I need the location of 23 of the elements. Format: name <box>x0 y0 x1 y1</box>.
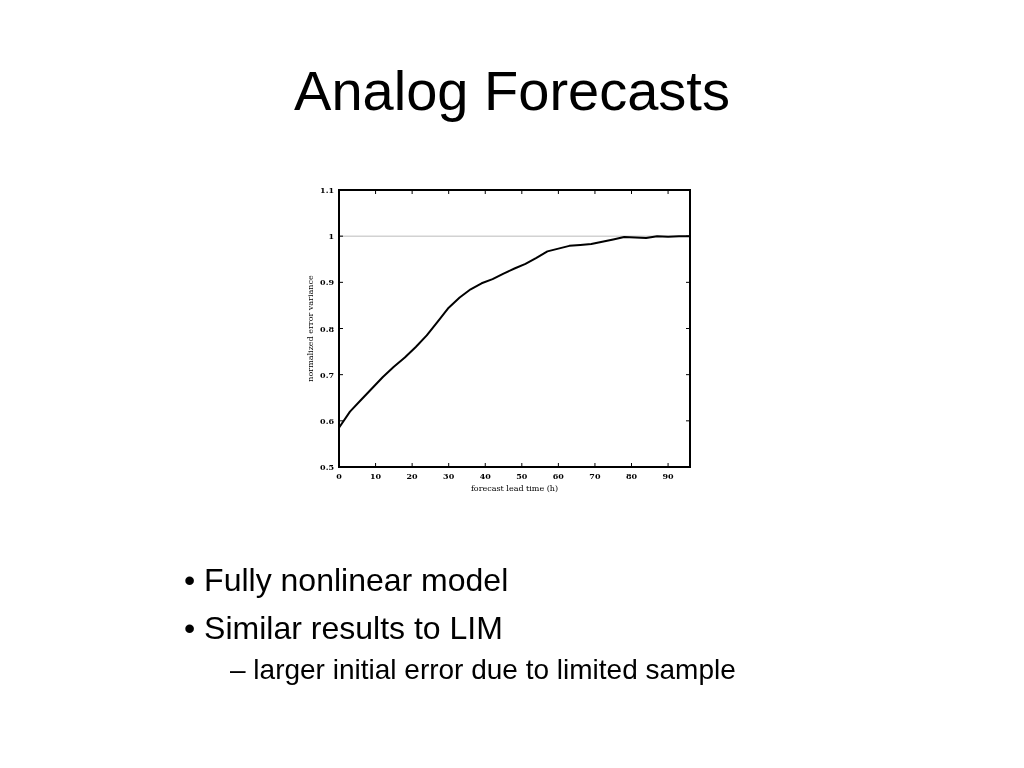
x-tick-label: 80 <box>625 471 638 481</box>
text: • Fully nonlinear model <box>184 562 509 598</box>
y-axis-title: normalized error variance <box>306 275 315 382</box>
chart-title: Analog Forecasts <box>294 59 730 122</box>
x-tick-label: 60 <box>552 471 565 481</box>
y-tick-label: 1.1 <box>320 185 334 195</box>
x-tick-label: 40 <box>479 471 492 481</box>
x-tick-label: 0 <box>336 471 343 481</box>
y-tick-label: 0.7 <box>320 369 334 380</box>
y-tick-label: 0.9 <box>320 277 335 288</box>
x-tick-label: 90 <box>662 471 675 481</box>
y-tick-label: 1 <box>328 231 334 242</box>
y-tick-label: 0.8 <box>320 323 335 334</box>
y-tick-label: 0.5 <box>320 462 334 472</box>
x-tick-label: 20 <box>406 471 419 481</box>
x-tick-label: 70 <box>589 471 601 481</box>
x-tick-label: 10 <box>369 471 382 481</box>
x-axis-title: forecast lead time (h) <box>470 484 559 493</box>
x-tick-label: 30 <box>443 471 455 481</box>
text: – larger initial error due to limited sample <box>230 654 736 685</box>
y-tick-label: 0.6 <box>320 415 335 426</box>
text: • Similar results to LIM <box>184 610 503 646</box>
x-tick-label: 50 <box>516 471 528 481</box>
